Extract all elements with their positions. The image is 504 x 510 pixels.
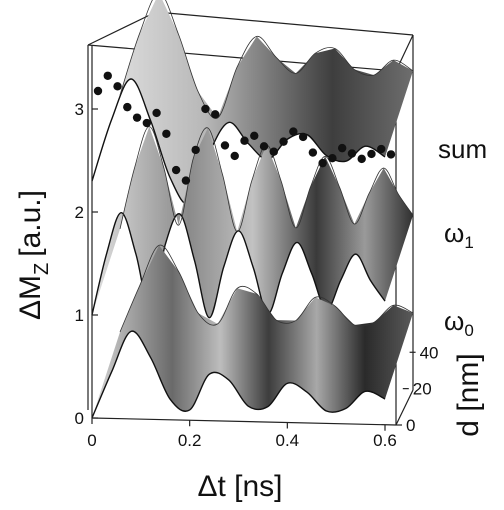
sum-data-point (357, 154, 366, 164)
sum-data-point (220, 141, 230, 150)
surface-sheet (92, 0, 413, 205)
sum-data-point (367, 149, 376, 159)
depth-tick-label: 0 (406, 416, 415, 435)
depth-axis-label: d [nm] (452, 353, 485, 436)
sum-data-point (152, 108, 161, 118)
sum-data-point (171, 165, 181, 175)
x-tick-label: 0.4 (276, 431, 300, 450)
sum-data-point (279, 137, 288, 146)
series-label-sum-text: sum (438, 134, 487, 164)
sum-data-point (259, 142, 269, 151)
x-tick-label: 0.6 (373, 431, 397, 450)
x-tick-label: 0 (87, 431, 96, 450)
surfaces-layer (91, 0, 414, 419)
sum-data-point (123, 102, 132, 112)
sum-data-point (308, 148, 318, 157)
surface-front-line (91, 330, 386, 419)
sum-data-point (113, 82, 122, 91)
sum-data-point (103, 71, 112, 80)
sum-data-point (142, 118, 152, 128)
y-tick-label: 3 (75, 100, 84, 119)
sum-data-point (377, 144, 386, 154)
box-back-top (87, 11, 157, 46)
y-tick-label: 2 (75, 203, 84, 222)
box-bottom-right (395, 389, 414, 426)
x-axis: 0 0.2 0.4 0.6 Δt [ns] (87, 418, 397, 503)
series-labels: sum ω1 ω0 (438, 134, 487, 340)
sum-data-point (269, 147, 278, 156)
sum-data-point (230, 151, 239, 161)
series-label-omega0-sub: 0 (464, 321, 473, 340)
depth-tick-label: 40 (420, 343, 439, 362)
sum-data-point (162, 129, 171, 138)
y-tick-label: 1 (75, 306, 84, 325)
series-label-omega1: ω1 (444, 218, 474, 252)
surface-ω0 (91, 244, 414, 419)
y-axis-label-main: ΔM (14, 275, 47, 320)
sum-data-point (318, 158, 327, 168)
series-label-omega1-main: ω (444, 218, 464, 248)
y-axis-label-unit: [a.u.] (14, 190, 47, 257)
y-tick-label: 0 (75, 409, 84, 428)
sum-data-point (337, 143, 347, 153)
sum-data-point (240, 136, 249, 145)
sum-data-point (298, 132, 308, 142)
sum-data-point (191, 145, 200, 155)
y-ticks: 0 1 2 3 (75, 100, 98, 428)
box-back-top-right (155, 11, 414, 36)
sum-data-point (211, 110, 220, 119)
x-ticks: 0 0.2 0.4 0.6 (87, 418, 397, 450)
sum-data-point (201, 104, 210, 114)
sum-data-point (181, 176, 191, 185)
sum-data-point (328, 153, 337, 163)
x-tick-label: 0.2 (178, 431, 202, 450)
sum-points-layer (93, 71, 396, 185)
depth-tick-label: 20 (413, 380, 432, 399)
surface-back-line (119, 244, 414, 333)
sum-data-point (289, 127, 298, 136)
sum-data-point (93, 86, 103, 96)
surface-back-line (119, 0, 414, 119)
depth-axis: 0 20 40 d [nm] (396, 343, 485, 437)
y-axis-label: ΔMZ [a.u.] (14, 190, 53, 320)
series-label-omega0: ω0 (444, 306, 474, 340)
surface-sheet (92, 126, 413, 318)
series-label-omega0-main: ω (444, 306, 464, 336)
x-axis-label: Δt [ns] (197, 470, 282, 503)
y-axis: 0 1 2 3 ΔMZ [a.u.] (14, 45, 98, 428)
series-label-sum: sum (438, 134, 487, 164)
series-label-omega1-sub: 1 (464, 233, 473, 252)
sum-data-point (132, 113, 142, 122)
box-bottom-front (91, 417, 397, 426)
y-axis-label-sub: Z (31, 263, 53, 275)
sum-data-point (250, 131, 259, 140)
sum-data-point (386, 150, 396, 159)
sum-data-point (347, 149, 357, 158)
surface-sheet (92, 245, 413, 418)
depth-ticks: 0 20 40 (396, 343, 439, 435)
